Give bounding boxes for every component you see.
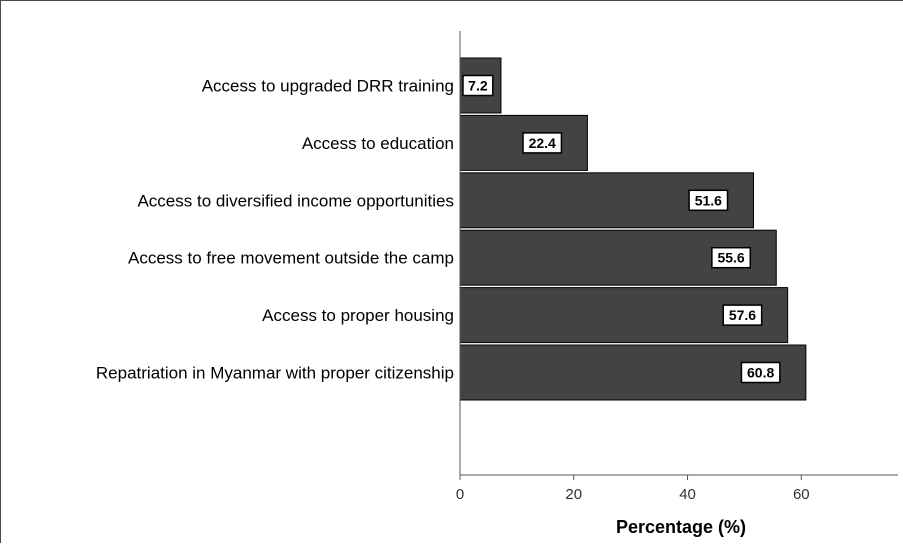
x-tick-label-60: 60 xyxy=(793,486,810,503)
axes xyxy=(459,31,898,476)
value-label-box-1 xyxy=(462,74,494,97)
x-axis-title: Percentage (%) xyxy=(616,517,746,537)
value-label-4: 55.6 xyxy=(711,246,752,269)
value-label-text-4: 55.6 xyxy=(717,250,744,266)
value-label-box-2 xyxy=(522,132,563,154)
category-label-2: Access to education xyxy=(302,134,454,153)
value-label-box-4 xyxy=(711,246,752,269)
value-label-6: 60.8 xyxy=(740,361,781,384)
value-labels: 7.2 22.4 51.6 55.6 57.6 60.8 xyxy=(462,74,781,384)
value-label-text-1: 7.2 xyxy=(468,78,488,94)
value-label-5: 57.6 xyxy=(722,304,763,326)
value-label-text-5: 57.6 xyxy=(729,307,756,323)
value-label-text-6: 60.8 xyxy=(747,365,774,381)
value-label-3: 51.6 xyxy=(688,189,729,212)
bars-layer xyxy=(459,57,807,401)
x-tick-label-40: 40 xyxy=(679,486,696,503)
value-label-box-6 xyxy=(740,361,781,384)
x-tick-label-20: 20 xyxy=(565,486,582,503)
value-label-2: 22.4 xyxy=(522,132,563,154)
category-label-5: Access to proper housing xyxy=(262,306,454,325)
category-label-3: Access to diversified income opportuniti… xyxy=(137,191,454,210)
value-label-text-2: 22.4 xyxy=(529,135,556,151)
value-label-box-3 xyxy=(688,189,729,212)
category-label-4: Access to free movement outside the camp xyxy=(128,249,454,268)
category-labels: Access to upgraded DRR training Access to… xyxy=(96,77,454,383)
category-label-1: Access to upgraded DRR training xyxy=(202,77,454,96)
value-label-text-3: 51.6 xyxy=(695,192,722,208)
value-label-box-5 xyxy=(722,304,763,326)
x-tick-label-0: 0 xyxy=(456,486,464,503)
value-label-1: 7.2 xyxy=(462,74,494,97)
category-label-6: Repatriation in Myanmar with proper citi… xyxy=(96,364,454,383)
x-ticks: 0 20 40 60 xyxy=(456,475,810,503)
